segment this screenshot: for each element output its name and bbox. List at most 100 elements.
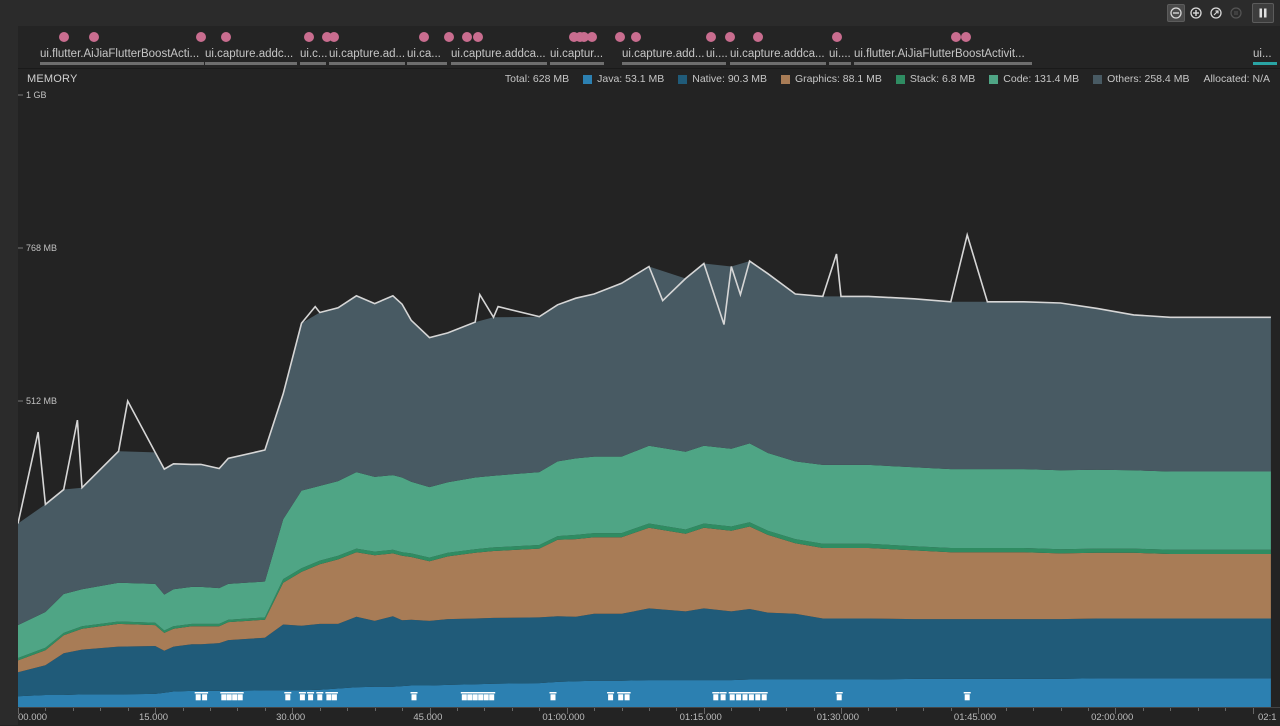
event-dot[interactable]: [473, 32, 483, 42]
gc-trash-icon[interactable]: [460, 692, 468, 701]
legend-item-native: Native: 90.3 MB: [678, 73, 767, 85]
y-tick-label: 768 MB: [26, 243, 57, 253]
x-tick-label: 15.000: [138, 712, 169, 723]
gc-trash-icon[interactable]: [330, 692, 338, 701]
gc-trash-icon[interactable]: [712, 692, 720, 701]
gc-trash-icon[interactable]: [220, 692, 228, 701]
event-dot[interactable]: [329, 32, 339, 42]
legend-label: Native: 90.3 MB: [692, 73, 767, 85]
pause-button[interactable]: [1252, 3, 1274, 23]
gc-trash-icon[interactable]: [466, 692, 474, 701]
gc-trash-icon[interactable]: [316, 692, 324, 701]
event-dot[interactable]: [569, 32, 579, 42]
gc-trash-icon[interactable]: [617, 692, 625, 701]
legend-item-others: Others: 258.4 MB: [1093, 73, 1189, 85]
event-dot[interactable]: [462, 32, 472, 42]
area-native: [18, 608, 1271, 697]
event-label[interactable]: ui...: [1253, 48, 1272, 60]
legend-swatch: [583, 74, 593, 84]
event-dot[interactable]: [89, 32, 99, 42]
gc-trash-icon[interactable]: [225, 692, 233, 701]
gc-trash-icon[interactable]: [307, 692, 315, 701]
gc-trash-icon[interactable]: [623, 692, 631, 701]
x-tick-label: 01:30.000: [816, 712, 859, 723]
x-minor-tick: [1170, 708, 1172, 711]
x-minor-tick: [813, 708, 815, 711]
gc-trash-icon[interactable]: [607, 692, 615, 701]
gc-trash-icon[interactable]: [741, 692, 749, 701]
event-dot[interactable]: [753, 32, 763, 42]
x-tick-label: 45.000: [413, 712, 443, 723]
event-bar: [829, 62, 851, 65]
event-label[interactable]: ui.capture.addca...: [730, 48, 825, 60]
gc-trash-icon[interactable]: [735, 692, 743, 701]
event-label[interactable]: ui.flutter.AiJiaFlutterBoostActivit...: [854, 48, 1025, 60]
x-minor-tick: [676, 708, 678, 711]
x-minor-tick: [182, 708, 184, 711]
chart-header: MEMORY Total: 628 MB Java: 53.1 MB Native…: [18, 70, 1280, 88]
event-dot[interactable]: [196, 32, 206, 42]
legend-allocated: Allocated: N/A: [1203, 73, 1270, 85]
event-label[interactable]: ui.ca...: [407, 48, 441, 60]
x-tick-label: 01:15.000: [679, 712, 722, 723]
event-label[interactable]: ui.capture.addca...: [451, 48, 546, 60]
legend-label: Java: 53.1 MB: [597, 73, 665, 85]
gc-trash-icon[interactable]: [488, 692, 496, 701]
zoom-in-button[interactable]: [1187, 4, 1204, 21]
event-label[interactable]: ui.capture.ad...: [329, 48, 406, 60]
event-dot[interactable]: [706, 32, 716, 42]
gc-trash-icon[interactable]: [963, 692, 971, 701]
gc-trash-icon[interactable]: [410, 692, 418, 701]
event-dot[interactable]: [579, 32, 589, 42]
event-dot[interactable]: [59, 32, 69, 42]
event-dot[interactable]: [951, 32, 961, 42]
event-dot[interactable]: [615, 32, 625, 42]
zoom-in-icon: [1189, 6, 1202, 19]
event-dot[interactable]: [961, 32, 971, 42]
event-label[interactable]: ui.capture.add...: [622, 48, 705, 60]
event-dot[interactable]: [631, 32, 641, 42]
event-dot[interactable]: [419, 32, 429, 42]
legend-series: Java: 53.1 MB Native: 90.3 MB Graphics: 88…: [569, 73, 1189, 85]
event-dot[interactable]: [304, 32, 314, 42]
gc-trash-icon[interactable]: [236, 692, 244, 701]
reset-zoom-icon: [1209, 6, 1222, 19]
gc-trash-icon[interactable]: [284, 692, 292, 701]
reset-zoom-button[interactable]: [1207, 4, 1224, 21]
x-minor-tick: [347, 708, 349, 711]
gc-trash-icon[interactable]: [760, 692, 768, 701]
event-label[interactable]: ui.flutter.AiJiaFlutterBoostActi...: [40, 48, 200, 60]
legend-item-graphics: Graphics: 88.1 MB: [780, 73, 882, 85]
event-dot[interactable]: [832, 32, 842, 42]
gc-trash-icon[interactable]: [835, 692, 843, 701]
event-dot[interactable]: [587, 32, 597, 42]
event-timeline[interactable]: ui.flutter.AiJiaFlutterBoostActi... ui.ca…: [18, 26, 1280, 69]
gc-trash-icon[interactable]: [477, 692, 485, 701]
zoom-out-button[interactable]: [1167, 4, 1185, 22]
gc-trash-icon[interactable]: [728, 692, 736, 701]
x-minor-tick: [72, 708, 74, 711]
gc-trash-icon[interactable]: [482, 692, 490, 701]
gc-trash-icon[interactable]: [231, 692, 239, 701]
x-tick: [429, 708, 431, 714]
x-minor-tick: [594, 708, 596, 711]
gc-trash-icon[interactable]: [194, 692, 202, 701]
event-label[interactable]: ui.capture.addc...: [205, 48, 294, 60]
event-dot[interactable]: [725, 32, 735, 42]
gc-trash-icon[interactable]: [549, 692, 557, 701]
go-live-button[interactable]: [1227, 4, 1244, 21]
gc-trash-icon[interactable]: [754, 692, 762, 701]
gc-trash-icon[interactable]: [747, 692, 755, 701]
event-bar: [329, 62, 405, 65]
event-dot[interactable]: [221, 32, 231, 42]
gc-trash-icon[interactable]: [201, 692, 209, 701]
gc-trash-icon[interactable]: [325, 692, 333, 701]
gc-trash-icon[interactable]: [719, 692, 727, 701]
legend-label: Stack: 6.8 MB: [909, 73, 976, 85]
event-dot[interactable]: [322, 32, 332, 42]
event-label[interactable]: ui.captur...: [550, 48, 604, 60]
gc-trash-icon[interactable]: [298, 692, 306, 701]
gc-trash-icon[interactable]: [471, 692, 479, 701]
event-dot[interactable]: [444, 32, 454, 42]
